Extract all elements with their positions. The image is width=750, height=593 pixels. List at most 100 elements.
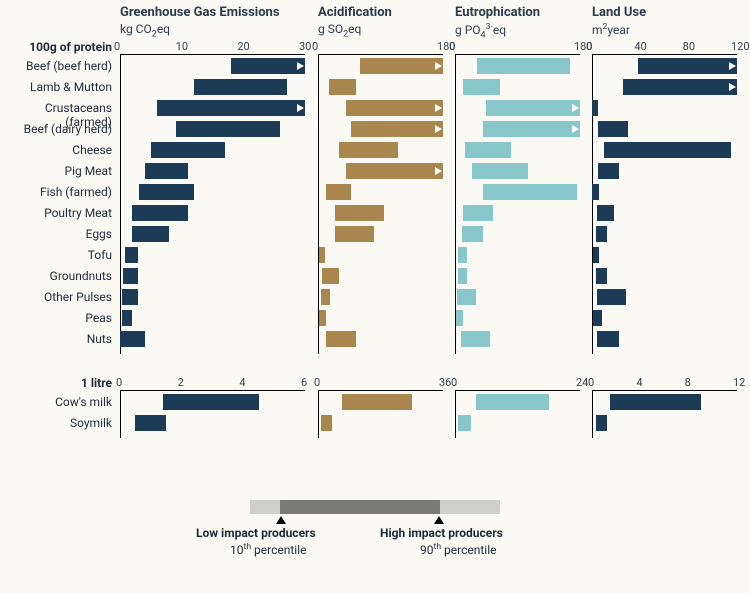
axis-tick: 36 (439, 376, 451, 389)
row-label: Poultry Meat (0, 206, 112, 220)
bar-land (592, 184, 599, 200)
row-label: Lamb & Mutton (0, 80, 112, 94)
bar-acid (346, 163, 443, 179)
bar-eutro (483, 184, 577, 200)
bar-acid (339, 142, 398, 158)
axis-tick: 80 (683, 40, 695, 53)
bar-land (593, 310, 601, 326)
axis-tick: 2 (178, 376, 184, 389)
bar-ghg (132, 226, 169, 242)
axis-tick: 24 (576, 376, 588, 389)
bar-ghg (120, 331, 145, 347)
overflow-arrow-icon (435, 62, 442, 70)
bar-land (596, 415, 607, 431)
bar-eutro (456, 310, 463, 326)
bar-land (596, 226, 607, 242)
axis-tick: 0 (451, 376, 457, 389)
bar-eutro (477, 58, 569, 74)
bar-land (598, 163, 619, 179)
axis-base-line (318, 54, 443, 55)
axis-tick: 0 (314, 376, 320, 389)
bar-land (593, 247, 599, 263)
bar-ghg (194, 79, 287, 95)
bar-land (597, 331, 619, 347)
bar-eutro (462, 226, 483, 242)
bar-acid (329, 79, 356, 95)
bar-eutro (463, 205, 493, 221)
bar-acid (326, 184, 351, 200)
legend-bar-inner (280, 500, 440, 514)
axis-base-line (455, 54, 580, 55)
bar-land (638, 58, 737, 74)
axis-zero-line (318, 390, 319, 438)
axis-base-line (592, 54, 737, 55)
bar-acid (319, 247, 325, 263)
bar-ghg (132, 205, 188, 221)
bar-land (623, 79, 737, 95)
axis-base-line (455, 390, 580, 391)
axis-tick: 0 (116, 376, 122, 389)
axis-tick: 6 (301, 376, 307, 389)
bar-acid (326, 331, 356, 347)
overflow-arrow-icon (435, 167, 442, 175)
legend-high-label: High impact producers (380, 526, 503, 540)
bar-acid (335, 205, 384, 221)
bar-ghg (157, 100, 305, 116)
axis-tick: 30 (299, 40, 311, 53)
bar-ghg (122, 289, 138, 305)
bar-eutro (472, 163, 528, 179)
bar-acid (321, 289, 331, 305)
bar-land (597, 289, 626, 305)
bar-eutro (483, 121, 580, 137)
row-label: Tofu (0, 248, 112, 262)
legend: Low impact producers 10th percentile Hig… (220, 490, 530, 560)
bar-acid (360, 58, 443, 74)
axis-tick: 0 (449, 40, 455, 53)
legend-low-sub: 10th percentile (230, 542, 307, 557)
section-label-protein: 100g of protein (0, 40, 112, 54)
axis-tick: 0 (588, 376, 594, 389)
overflow-arrow-icon (572, 125, 579, 133)
bar-eutro (465, 142, 510, 158)
axis-tick: 0 (586, 40, 592, 53)
bar-eutro (458, 268, 468, 284)
bar-acid (319, 310, 326, 326)
axis-zero-line (592, 54, 593, 354)
axis-zero-line (318, 54, 319, 354)
bar-ghg (135, 415, 166, 431)
axis-zero-line (592, 390, 593, 438)
bar-ghg (122, 310, 132, 326)
axis-tick: 40 (634, 40, 646, 53)
col-unit-land: m2year (592, 22, 630, 37)
axis-tick: 8 (685, 376, 691, 389)
axis-base-line (120, 390, 305, 391)
axis-zero-line (455, 390, 456, 438)
axis-tick: 0 (312, 40, 318, 53)
row-label: Cheese (0, 143, 112, 157)
axis-zero-line (455, 54, 456, 354)
bar-land (596, 268, 607, 284)
axis-tick: 4 (239, 376, 245, 389)
bar-eutro (463, 79, 500, 95)
section-label-litre: 1 litre (0, 376, 112, 390)
col-unit-ghg: kg CO2eq (120, 22, 170, 39)
axis-base-line (592, 390, 737, 391)
bar-eutro (457, 289, 476, 305)
col-unit-eutro: g PO43-eq (455, 22, 506, 40)
row-label: Cow's milk (0, 395, 112, 409)
axis-tick: 20 (237, 40, 249, 53)
bar-acid (321, 415, 331, 431)
bar-acid (351, 121, 443, 137)
bar-ghg (123, 268, 138, 284)
legend-low-label: Low impact producers (196, 526, 316, 540)
bar-land (610, 394, 701, 410)
col-title-ghg: Greenhouse Gas Emissions (120, 5, 280, 20)
bar-eutro (461, 331, 490, 347)
bar-land (592, 100, 598, 116)
axis-tick: 120 (731, 40, 750, 53)
legend-marker-low (276, 516, 286, 524)
bar-ghg (151, 142, 225, 158)
legend-high-sub: 90th percentile (420, 542, 497, 557)
overflow-arrow-icon (297, 62, 304, 70)
overflow-arrow-icon (297, 104, 304, 112)
